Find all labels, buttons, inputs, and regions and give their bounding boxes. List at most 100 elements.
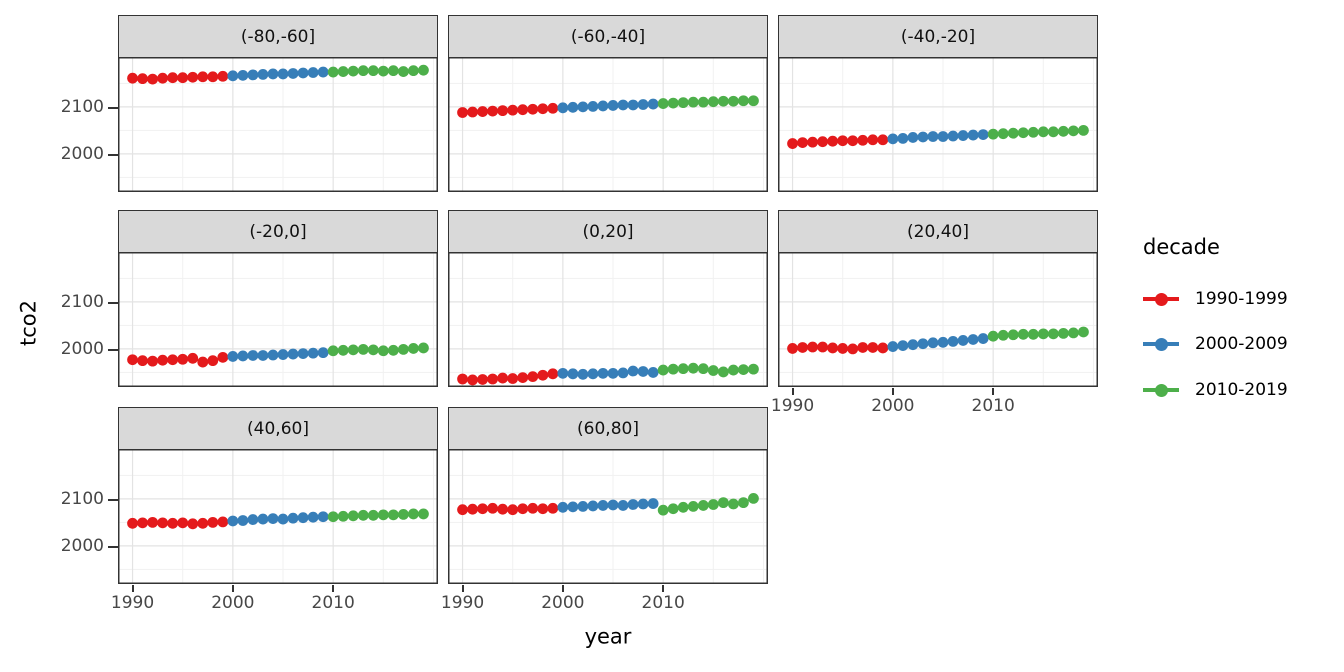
data-point <box>917 338 929 350</box>
data-point <box>367 509 379 521</box>
data-point <box>907 132 919 143</box>
facet-strip: (20,40] <box>778 210 1098 253</box>
data-point <box>1017 127 1029 139</box>
data-point <box>418 508 429 520</box>
data-point <box>337 66 349 77</box>
data-point <box>167 354 179 366</box>
y-tick-mark <box>108 348 118 351</box>
data-point <box>677 363 689 375</box>
data-point <box>207 516 219 528</box>
data-point <box>787 343 798 354</box>
data-point <box>277 349 289 360</box>
y-tick-label: 2100 <box>60 96 104 117</box>
data-point <box>257 69 269 80</box>
legend-key-1990-1999 <box>1143 286 1179 312</box>
data-point <box>467 374 478 386</box>
data-point <box>617 367 629 379</box>
data-point <box>147 355 159 367</box>
legend-key-point-icon <box>1154 383 1168 397</box>
data-point <box>547 102 559 114</box>
data-point <box>947 130 959 142</box>
data-point <box>287 348 299 360</box>
data-point <box>887 133 899 145</box>
x-tick-label: 1990 <box>440 593 485 613</box>
data-point <box>717 95 729 107</box>
data-point <box>277 513 289 525</box>
data-point <box>408 343 419 354</box>
data-point <box>1047 126 1059 138</box>
x-tick-label: 2000 <box>871 396 915 416</box>
data-point <box>567 101 579 113</box>
data-point <box>517 503 529 515</box>
data-point <box>587 368 599 380</box>
data-point <box>1057 125 1069 137</box>
data-point <box>607 499 619 511</box>
data-point <box>997 329 1009 341</box>
data-point <box>877 134 889 146</box>
data-point <box>367 344 379 356</box>
data-point <box>397 343 409 355</box>
data-point <box>418 342 429 354</box>
data-point <box>1027 328 1039 340</box>
legend-entry: 2000-2009 <box>1143 331 1288 357</box>
data-point <box>577 101 589 113</box>
data-point <box>697 500 709 511</box>
data-point <box>647 498 659 509</box>
data-point <box>127 354 138 366</box>
data-point <box>177 517 189 529</box>
legend-key-2010-2019 <box>1143 377 1179 403</box>
legend: decade 1990-1999 2000-2009 2010-2019 <box>1143 235 1288 400</box>
facet-strip-label: (-80,-60] <box>240 26 316 47</box>
data-point <box>1007 329 1019 341</box>
legend-entry-label: 1990-1999 <box>1195 289 1288 309</box>
data-point <box>937 336 949 348</box>
facet-cell: (60,80] <box>448 407 768 584</box>
data-point <box>327 511 339 523</box>
data-point <box>247 514 259 525</box>
data-point <box>977 333 989 344</box>
data-point <box>827 135 839 147</box>
data-point <box>357 65 369 77</box>
x-tick-mark <box>662 585 665 592</box>
data-point <box>457 504 468 516</box>
x-tick-label: 2010 <box>311 593 355 613</box>
data-point <box>497 503 509 515</box>
data-point <box>557 501 569 513</box>
data-point <box>937 131 949 142</box>
data-point <box>247 350 259 361</box>
facet-cell: (40,60] <box>118 407 438 584</box>
x-axis-title: year <box>584 624 632 649</box>
data-point <box>247 69 259 81</box>
data-point <box>587 500 599 512</box>
data-point <box>897 340 909 352</box>
x-tick-label: 1990 <box>770 396 815 416</box>
y-tick-mark <box>108 106 118 109</box>
data-point <box>317 347 329 359</box>
facet-panel <box>448 252 768 387</box>
data-point <box>647 98 659 110</box>
data-point <box>997 128 1009 140</box>
facet-panel <box>448 57 768 192</box>
data-point <box>707 96 719 108</box>
facet-panel <box>778 252 1098 387</box>
data-point <box>197 517 209 529</box>
x-tick-mark <box>992 388 995 395</box>
legend-title: decade <box>1143 235 1220 259</box>
data-point <box>487 105 499 117</box>
data-point <box>587 100 599 112</box>
data-point <box>497 372 509 384</box>
facet-panel <box>118 449 438 584</box>
data-point <box>807 136 819 148</box>
data-point <box>477 374 489 385</box>
data-point <box>127 72 138 84</box>
facet-strip: (-80,-60] <box>118 15 438 58</box>
facet-cell: (20,40] <box>778 210 1098 387</box>
data-point <box>467 106 478 118</box>
data-point <box>597 100 609 112</box>
data-point <box>597 500 609 511</box>
data-point <box>137 517 148 529</box>
data-point <box>457 373 468 385</box>
data-point <box>507 373 519 384</box>
data-point <box>397 66 409 77</box>
data-point <box>1047 328 1059 340</box>
